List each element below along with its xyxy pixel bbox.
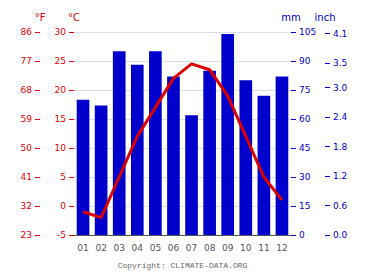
- svg-text:4.1: 4.1: [333, 29, 347, 39]
- svg-text:68: 68: [21, 85, 33, 95]
- svg-text:Copyright: CLIMATE-DATA.ORG: Copyright: CLIMATE-DATA.ORG: [118, 261, 248, 270]
- svg-text:77: 77: [21, 56, 32, 66]
- svg-text:11: 11: [258, 243, 269, 253]
- svg-text:5: 5: [60, 172, 66, 182]
- svg-text:59: 59: [21, 114, 33, 124]
- svg-text:0.0: 0.0: [333, 230, 348, 240]
- svg-text:mm: mm: [281, 12, 300, 23]
- svg-text:10: 10: [240, 243, 252, 253]
- svg-text:23: 23: [21, 230, 32, 240]
- svg-text:50: 50: [21, 143, 33, 153]
- svg-text:08: 08: [204, 243, 216, 253]
- svg-text:75: 75: [299, 85, 310, 95]
- svg-text:30: 30: [55, 27, 67, 37]
- svg-text:20: 20: [55, 85, 67, 95]
- svg-text:15: 15: [299, 201, 310, 211]
- svg-text:15: 15: [55, 114, 66, 124]
- svg-text:12: 12: [276, 243, 287, 253]
- svg-text:0: 0: [299, 230, 305, 240]
- svg-text:°C: °C: [68, 12, 80, 23]
- svg-text:07: 07: [186, 243, 197, 253]
- svg-text:09: 09: [222, 243, 234, 253]
- svg-text:inch: inch: [315, 12, 336, 23]
- svg-text:105: 105: [299, 27, 316, 37]
- svg-text:45: 45: [299, 143, 310, 153]
- svg-text:0: 0: [60, 201, 66, 211]
- svg-text:86: 86: [21, 27, 33, 37]
- svg-text:3.0: 3.0: [333, 83, 348, 93]
- svg-text:60: 60: [299, 114, 311, 124]
- svg-text:02: 02: [95, 243, 106, 253]
- svg-text:41: 41: [21, 172, 32, 182]
- svg-text:°F: °F: [35, 12, 46, 23]
- svg-text:1.2: 1.2: [333, 171, 347, 181]
- svg-text:03: 03: [113, 243, 124, 253]
- svg-text:01: 01: [77, 243, 88, 253]
- svg-text:04: 04: [132, 243, 144, 253]
- svg-text:0.6: 0.6: [333, 201, 348, 211]
- svg-text:10: 10: [55, 143, 67, 153]
- svg-text:1.8: 1.8: [333, 142, 348, 152]
- svg-text:-5: -5: [57, 230, 66, 240]
- svg-text:30: 30: [299, 172, 311, 182]
- svg-text:05: 05: [150, 243, 161, 253]
- svg-text:2.4: 2.4: [333, 112, 348, 122]
- svg-text:25: 25: [55, 56, 66, 66]
- svg-text:06: 06: [168, 243, 180, 253]
- svg-text:32: 32: [21, 201, 32, 211]
- svg-text:3.5: 3.5: [333, 58, 347, 68]
- svg-text:90: 90: [299, 56, 311, 66]
